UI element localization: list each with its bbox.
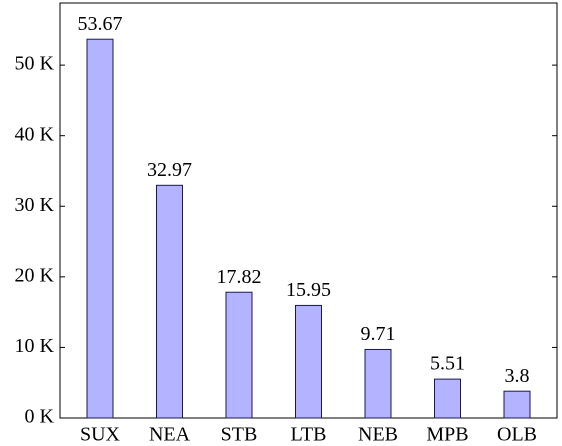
y-tick-label: 40 K <box>15 123 55 145</box>
y-tick-label: 50 K <box>15 53 55 75</box>
value-label: 15.95 <box>286 279 331 301</box>
x-tick-label: OLB <box>497 424 537 446</box>
x-tick-label: STB <box>221 424 258 446</box>
value-label: 32.97 <box>147 159 192 181</box>
bar <box>225 291 253 419</box>
bar <box>295 304 322 419</box>
bar <box>86 38 114 419</box>
bar <box>434 378 461 419</box>
value-label: 9.71 <box>361 323 396 345</box>
y-tick-label: 10 K <box>15 335 55 357</box>
value-label: 5.51 <box>430 353 465 375</box>
y-tick-label: 0 K <box>25 406 55 428</box>
value-label: 3.8 <box>505 365 530 387</box>
bar <box>156 184 183 419</box>
x-tick-label: LTB <box>291 424 327 446</box>
x-tick-label: NEA <box>149 424 191 446</box>
y-tick-label: 30 K <box>15 194 55 216</box>
x-tick-label: SUX <box>80 424 121 446</box>
x-tick-label: NEB <box>358 424 398 446</box>
value-label: 17.82 <box>217 266 262 288</box>
value-label: 53.67 <box>78 13 123 35</box>
x-tick-label: MPB <box>426 424 468 446</box>
bar <box>364 348 392 419</box>
y-tick-label: 20 K <box>15 264 55 286</box>
bar <box>503 390 531 419</box>
